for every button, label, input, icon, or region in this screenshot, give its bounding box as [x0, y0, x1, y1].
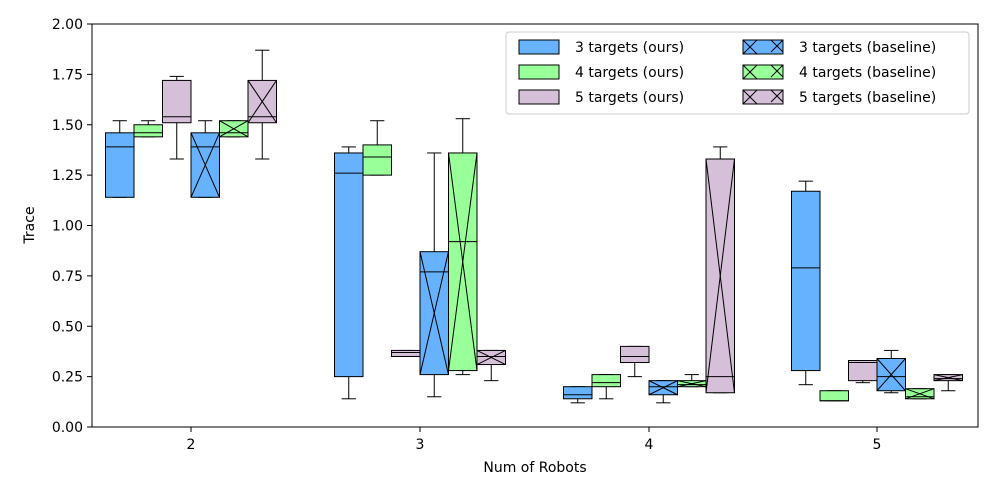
x-tick-label: 4	[645, 437, 654, 453]
hatch-line	[876, 358, 906, 392]
x-axis: 2 3 4 5	[187, 427, 882, 453]
legend-hatch	[742, 39, 758, 55]
box	[905, 388, 935, 400]
box	[362, 120, 392, 176]
hatch-line	[476, 349, 506, 365]
box-body	[620, 345, 650, 364]
hatch-line	[933, 374, 963, 382]
hatch-line	[648, 380, 678, 396]
box	[448, 118, 478, 376]
hatch-line	[448, 152, 478, 371]
legend-item: 3 targets (baseline)	[742, 39, 936, 56]
box	[247, 49, 277, 160]
hatch-line	[677, 380, 707, 388]
x-tick-label: 3	[416, 437, 425, 453]
box-body	[791, 190, 821, 372]
y-tick-label: 2.00	[52, 17, 83, 33]
box	[391, 349, 421, 357]
hatch-line	[190, 132, 220, 198]
y-axis-label: Trace	[22, 206, 38, 244]
y-tick-label: 1.75	[52, 67, 83, 83]
y-axis: 0.00 0.25 0.50 0.75 1.00 1.25 1.50 1.75 2.00	[52, 17, 92, 436]
box-body	[819, 390, 849, 402]
legend-hatch	[770, 64, 784, 78]
legend-label: 5 targets (baseline)	[799, 90, 936, 106]
legend-item: 4 targets (baseline)	[742, 64, 936, 81]
box	[648, 380, 678, 404]
series-0	[105, 120, 821, 404]
box-body	[133, 124, 163, 138]
y-tick-label: 1.00	[52, 219, 83, 235]
legend-hatch	[742, 64, 758, 80]
legend-hatch	[742, 89, 758, 105]
box	[563, 386, 593, 404]
box	[162, 75, 192, 160]
box	[933, 374, 963, 392]
box	[819, 390, 849, 402]
y-tick-label: 1.25	[52, 168, 83, 184]
legend-swatch	[742, 64, 784, 80]
box-body	[563, 386, 593, 400]
box-body	[362, 144, 392, 176]
box	[705, 146, 735, 394]
hatch-line	[219, 120, 249, 138]
box	[848, 360, 878, 384]
legend-item: 5 targets (ours)	[518, 89, 684, 106]
legend-item: 5 targets (baseline)	[742, 89, 936, 106]
box	[876, 349, 906, 394]
series-4	[219, 118, 935, 400]
legend-label: 3 targets (ours)	[575, 40, 684, 56]
legend-swatch	[742, 39, 784, 55]
legend-item: 3 targets (ours)	[518, 39, 684, 56]
box	[133, 120, 163, 138]
x-tick-label: 2	[187, 437, 196, 453]
legend-hatch	[770, 89, 784, 103]
series-2	[162, 75, 878, 384]
legend-item: 4 targets (ours)	[518, 64, 684, 81]
legend-label: 4 targets (ours)	[575, 65, 684, 81]
plot-area	[105, 49, 963, 404]
legend-hatch	[770, 39, 784, 53]
legend-label: 4 targets (baseline)	[799, 65, 936, 81]
box	[105, 120, 135, 198]
box	[476, 349, 506, 382]
box-body	[591, 374, 621, 388]
hatch-line	[247, 80, 277, 124]
legend-frame	[505, 31, 970, 115]
box-body	[848, 360, 878, 382]
y-tick-label: 0.25	[52, 370, 83, 386]
box-body	[105, 132, 135, 198]
legend-swatch	[742, 89, 784, 105]
series-3	[190, 120, 906, 404]
legend-label: 3 targets (baseline)	[799, 40, 936, 56]
y-tick-label: 0.75	[52, 269, 83, 285]
box	[791, 180, 821, 386]
legend-swatch	[518, 39, 560, 55]
box-body	[391, 349, 421, 357]
box	[219, 120, 249, 138]
y-tick-label: 0.50	[52, 319, 83, 335]
box	[334, 146, 364, 400]
box	[620, 345, 650, 378]
x-tick-label: 5	[873, 437, 882, 453]
y-tick-label: 0.00	[52, 420, 83, 436]
box-body	[162, 79, 192, 124]
series-5	[247, 49, 963, 394]
box	[419, 152, 449, 398]
legend-swatch	[518, 64, 560, 80]
y-tick-label: 1.50	[52, 118, 83, 134]
box	[677, 374, 707, 388]
box-body	[334, 152, 364, 378]
hatch-line	[705, 158, 735, 393]
legend-label: 5 targets (ours)	[575, 90, 684, 106]
legend: 3 targets (ours) 4 targets (ours) 5 target…	[505, 31, 970, 115]
legend-swatch	[518, 89, 560, 105]
series-1	[133, 120, 849, 402]
box	[591, 374, 621, 400]
box	[190, 120, 220, 198]
x-axis-label: Num of Robots	[483, 460, 586, 476]
